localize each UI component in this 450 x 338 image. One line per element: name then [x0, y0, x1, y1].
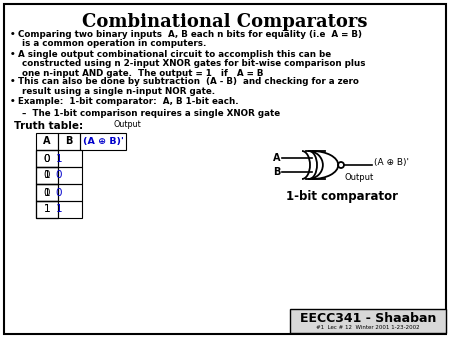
Text: 0: 0 [56, 188, 62, 197]
Text: B: B [273, 167, 280, 177]
Bar [80, 133, 126, 150]
Text: This can also be done by subtraction  (A - B)  and checking for a zero: This can also be done by subtraction (A … [18, 77, 359, 86]
Text: •: • [10, 97, 16, 106]
Bar [36, 201, 58, 218]
Bar [36, 150, 58, 167]
Text: (A ⊕ B)': (A ⊕ B)' [82, 137, 123, 146]
Text: (A ⊕ B)': (A ⊕ B)' [374, 159, 409, 168]
Bar [36, 184, 58, 201]
Text: 1: 1 [56, 153, 62, 164]
Text: –  The 1-bit comparison requires a single XNOR gate: – The 1-bit comparison requires a single… [22, 109, 280, 118]
Text: #1  Lec # 12  Winter 2001 1-23-2002: #1 Lec # 12 Winter 2001 1-23-2002 [316, 325, 420, 330]
Text: 0: 0 [44, 170, 50, 180]
Bar [36, 201, 82, 218]
Text: 1-bit comparator: 1-bit comparator [286, 190, 398, 203]
Text: Comparing two binary inputs  A, B each n bits for equality (i.e  A = B): Comparing two binary inputs A, B each n … [18, 30, 362, 39]
Text: Example:  1-bit comparator:  A, B 1-bit each.: Example: 1-bit comparator: A, B 1-bit ea… [18, 97, 239, 106]
Text: 0: 0 [44, 153, 50, 164]
Text: constructed using n 2-input XNOR gates for bit-wise comparison plus: constructed using n 2-input XNOR gates f… [22, 59, 365, 69]
Text: is a common operation in computers.: is a common operation in computers. [22, 40, 207, 48]
Text: EECC341 - Shaaban: EECC341 - Shaaban [300, 312, 436, 324]
Text: 0: 0 [44, 153, 50, 164]
Bar [58, 133, 80, 150]
Text: A: A [43, 137, 51, 146]
Text: 0: 0 [56, 170, 62, 180]
Text: •: • [10, 77, 16, 86]
Bar [36, 167, 58, 184]
Text: 0: 0 [44, 188, 50, 197]
Text: Truth table:: Truth table: [14, 121, 83, 131]
Text: 1: 1 [44, 170, 50, 180]
Text: 1: 1 [44, 188, 50, 197]
Bar [290, 309, 446, 333]
Text: Output: Output [113, 120, 141, 129]
Bar [36, 150, 58, 167]
Text: one n-input AND gate.  The output = 1   if   A = B: one n-input AND gate. The output = 1 if … [22, 69, 264, 78]
Text: 1: 1 [44, 204, 50, 215]
Text: B: B [65, 137, 73, 146]
Bar [36, 133, 58, 150]
Text: result using a single n-input NOR gate.: result using a single n-input NOR gate. [22, 87, 215, 96]
Bar [36, 150, 82, 167]
Text: •: • [10, 50, 16, 59]
Text: A single output combinational circuit to accomplish this can be: A single output combinational circuit to… [18, 50, 331, 59]
Text: A: A [273, 153, 280, 163]
Bar [36, 184, 82, 201]
Text: Output: Output [344, 173, 374, 182]
Bar [36, 184, 58, 201]
Text: 1: 1 [44, 204, 50, 215]
Bar [36, 167, 58, 184]
Text: 1: 1 [56, 204, 62, 215]
Bar [36, 167, 82, 184]
Text: Combinational Comparators: Combinational Comparators [82, 13, 368, 31]
Text: •: • [10, 30, 16, 39]
Bar [36, 201, 58, 218]
